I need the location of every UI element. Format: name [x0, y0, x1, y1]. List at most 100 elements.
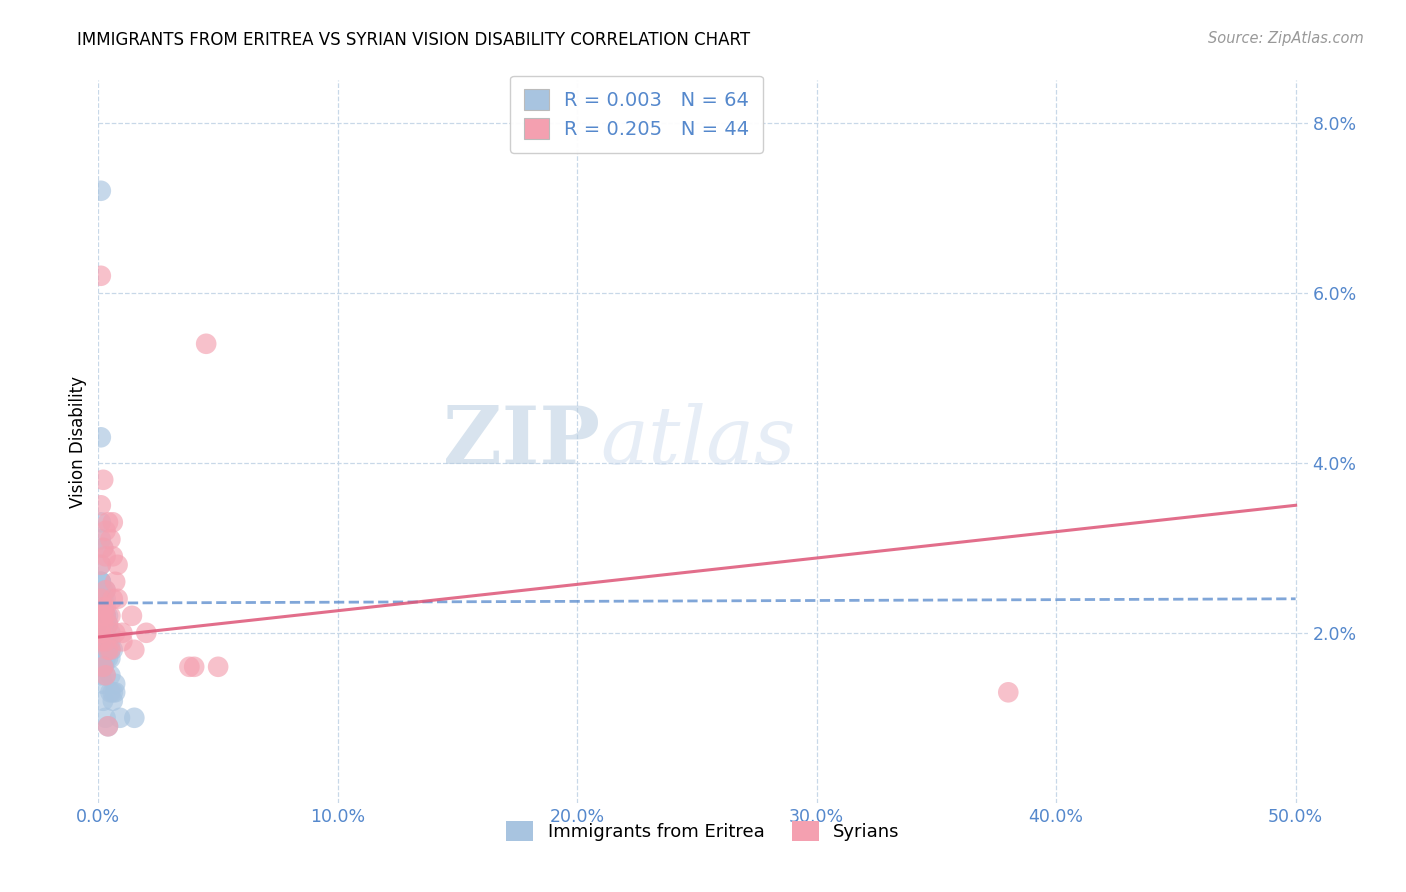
Point — [90, 268, 112, 283]
Point — [94, 617, 117, 632]
Point — [90, 625, 112, 640]
Point — [97, 719, 120, 733]
Point — [90, 642, 112, 657]
Point — [195, 336, 218, 351]
Point — [90, 651, 112, 665]
Point — [94, 608, 117, 623]
Point — [121, 608, 143, 623]
Text: IMMIGRANTS FROM ERITREA VS SYRIAN VISION DISABILITY CORRELATION CHART: IMMIGRANTS FROM ERITREA VS SYRIAN VISION… — [77, 31, 751, 49]
Point — [91, 541, 114, 555]
Point — [90, 600, 112, 615]
Point — [100, 668, 122, 682]
Point — [135, 625, 157, 640]
Point — [94, 608, 117, 623]
Point — [94, 591, 117, 606]
Point — [90, 533, 112, 547]
Point — [91, 617, 114, 632]
Point — [179, 660, 201, 674]
Point — [97, 608, 120, 623]
Point — [111, 625, 134, 640]
Point — [91, 634, 114, 648]
Point — [91, 617, 114, 632]
Point — [91, 677, 114, 691]
Point — [104, 574, 127, 589]
Point — [91, 541, 114, 555]
Point — [207, 660, 229, 674]
Point — [94, 549, 117, 564]
Point — [94, 608, 117, 623]
Point — [100, 642, 122, 657]
Point — [90, 430, 112, 444]
Point — [100, 642, 122, 657]
Point — [104, 677, 127, 691]
Point — [94, 524, 117, 538]
Point — [100, 634, 122, 648]
Point — [107, 591, 129, 606]
Point — [90, 617, 112, 632]
Point — [90, 516, 112, 530]
Point — [91, 634, 114, 648]
Point — [91, 617, 114, 632]
Y-axis label: Vision Disability: Vision Disability — [69, 376, 87, 508]
Point — [108, 711, 131, 725]
Point — [97, 617, 120, 632]
Point — [90, 591, 112, 606]
Point — [90, 600, 112, 615]
Point — [91, 608, 114, 623]
Point — [97, 651, 120, 665]
Point — [124, 642, 146, 657]
Point — [101, 591, 124, 606]
Point — [90, 668, 112, 682]
Point — [91, 694, 114, 708]
Point — [94, 600, 117, 615]
Point — [94, 668, 117, 682]
Point — [91, 660, 114, 674]
Point — [91, 625, 114, 640]
Point — [94, 583, 117, 598]
Point — [94, 634, 117, 648]
Legend: Immigrants from Eritrea, Syrians: Immigrants from Eritrea, Syrians — [499, 814, 907, 848]
Point — [111, 634, 134, 648]
Point — [97, 719, 120, 733]
Text: Source: ZipAtlas.com: Source: ZipAtlas.com — [1208, 31, 1364, 46]
Text: atlas: atlas — [600, 403, 796, 480]
Point — [94, 711, 117, 725]
Point — [101, 642, 124, 657]
Point — [91, 660, 114, 674]
Point — [90, 558, 112, 572]
Point — [101, 549, 124, 564]
Point — [91, 600, 114, 615]
Point — [94, 608, 117, 623]
Point — [101, 694, 124, 708]
Point — [997, 685, 1019, 699]
Point — [100, 685, 122, 699]
Point — [100, 533, 122, 547]
Point — [97, 642, 120, 657]
Point — [107, 558, 129, 572]
Point — [100, 651, 122, 665]
Point — [90, 634, 112, 648]
Point — [90, 660, 112, 674]
Point — [183, 660, 205, 674]
Point — [97, 634, 120, 648]
Point — [91, 625, 114, 640]
Point — [104, 685, 127, 699]
Point — [104, 625, 127, 640]
Point — [94, 651, 117, 665]
Point — [97, 617, 120, 632]
Point — [94, 583, 117, 598]
Point — [91, 660, 114, 674]
Point — [91, 608, 114, 623]
Point — [94, 634, 117, 648]
Point — [91, 473, 114, 487]
Point — [90, 574, 112, 589]
Point — [94, 625, 117, 640]
Point — [91, 591, 114, 606]
Point — [90, 184, 112, 198]
Point — [90, 574, 112, 589]
Point — [90, 558, 112, 572]
Point — [91, 583, 114, 598]
Text: ZIP: ZIP — [443, 402, 600, 481]
Point — [94, 668, 117, 682]
Point — [90, 498, 112, 512]
